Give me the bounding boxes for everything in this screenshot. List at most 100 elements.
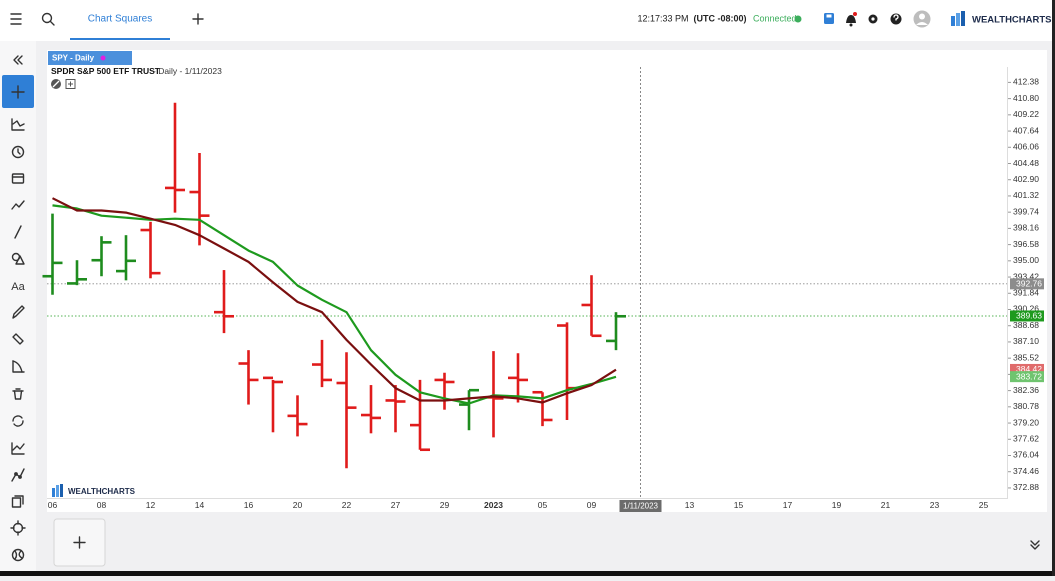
y-tick-label: 374.46 xyxy=(1013,466,1039,476)
y-tick-label: 379.20 xyxy=(1013,417,1039,427)
search-icon[interactable] xyxy=(41,12,55,26)
x-tick-label: 19 xyxy=(832,500,842,510)
y-tick-label: 406.06 xyxy=(1013,142,1039,152)
add-tab[interactable] xyxy=(192,13,204,25)
indicators-tool[interactable] xyxy=(11,118,25,131)
ruler-tool[interactable] xyxy=(12,333,24,345)
status-dot xyxy=(794,15,802,23)
moving-average-line xyxy=(52,197,617,404)
save-icon[interactable] xyxy=(824,13,834,24)
chart-controls[interactable] xyxy=(51,79,76,89)
new-chart-icon xyxy=(73,536,86,549)
price-tag-label: 389.63 xyxy=(1016,311,1042,321)
globe-tool[interactable] xyxy=(11,548,25,562)
x-tick-label: 13 xyxy=(685,500,695,510)
y-tick-label: 412.38 xyxy=(1013,77,1039,87)
y-tick-label: 387.10 xyxy=(1013,336,1039,346)
text-tool[interactable]: Aa xyxy=(11,281,25,293)
x-tick-label: 27 xyxy=(391,500,401,510)
chart-subtitle: - Daily - 1/11/2023 xyxy=(153,66,222,76)
tab-underline xyxy=(70,38,170,40)
x-tick-label: 23 xyxy=(930,500,940,510)
clock: 12:17:33 PM xyxy=(637,13,688,23)
help-icon[interactable] xyxy=(890,13,902,25)
alerts-icon[interactable] xyxy=(846,12,857,27)
y-tick-label: 396.58 xyxy=(1013,239,1039,249)
logo-mark xyxy=(951,11,965,26)
top-bar xyxy=(0,0,1055,41)
x-tick-label: 08 xyxy=(97,500,107,510)
trend-tool[interactable] xyxy=(11,200,25,210)
y-tick-label: 402.90 xyxy=(1013,174,1039,184)
x-tick-label: 2023 xyxy=(484,500,503,510)
menu-icon[interactable] xyxy=(10,13,22,25)
left-toolbar xyxy=(0,41,36,571)
timezone: (UTC -08:00) xyxy=(693,13,746,23)
scatter-tool[interactable] xyxy=(11,468,25,482)
y-tick-label: 388.68 xyxy=(1013,320,1039,330)
x-tick-label: 05 xyxy=(538,500,548,510)
right-edge xyxy=(1052,0,1055,576)
y-tick-label: 390.26 xyxy=(1013,304,1039,314)
price-tag-label: 384.42 xyxy=(1016,364,1042,374)
price-tag xyxy=(1010,278,1044,290)
y-tick-label: 399.74 xyxy=(1013,206,1039,216)
expand-icon[interactable] xyxy=(1030,540,1040,550)
collapse-icon[interactable] xyxy=(13,55,23,65)
x-tick-label: 15 xyxy=(734,500,744,510)
x-tick-label: 16 xyxy=(244,500,254,510)
calendar-tool[interactable] xyxy=(11,173,25,184)
y-tick-label: 404.48 xyxy=(1013,158,1039,168)
y-tick-label: 398.16 xyxy=(1013,223,1039,233)
y-tick-label: 409.22 xyxy=(1013,109,1039,119)
line-tool[interactable] xyxy=(14,225,22,239)
connection-status: Connected xyxy=(753,13,797,23)
y-tick-label: 382.36 xyxy=(1013,385,1039,395)
sync-tool[interactable] xyxy=(12,415,24,427)
time-tool[interactable] xyxy=(11,145,25,159)
crosshair-date: 1/11/2023 xyxy=(623,502,659,511)
y-tick-label: 407.64 xyxy=(1013,125,1039,135)
compare-tool[interactable] xyxy=(11,442,25,455)
bottom-edge xyxy=(0,571,1055,576)
layouts-tool[interactable] xyxy=(11,495,24,508)
crosshair-tool[interactable] xyxy=(10,520,26,536)
price-tag-label: 392.76 xyxy=(1016,279,1042,289)
measure-tool[interactable] xyxy=(12,360,25,373)
delete-tool[interactable] xyxy=(12,388,24,400)
badge-dot xyxy=(100,55,106,61)
shapes-tool[interactable] xyxy=(11,252,25,265)
y-tick-label: 372.88 xyxy=(1013,482,1039,492)
price-tag-label: 383.72 xyxy=(1016,371,1042,381)
watermark-logo xyxy=(52,484,63,497)
logo-text: WEALTHCHARTS xyxy=(972,15,1052,26)
symbol-badge-text: SPY - Daily xyxy=(52,54,95,63)
price-tag xyxy=(1010,371,1044,383)
x-tick-label: 14 xyxy=(195,500,205,510)
settings-icon[interactable] xyxy=(868,14,878,24)
x-tick-label: 25 xyxy=(979,500,989,510)
y-tick-label: 380.78 xyxy=(1013,401,1039,411)
y-tick-label: 401.32 xyxy=(1013,190,1039,200)
chart-title: SPDR S&P 500 ETF TRUST xyxy=(51,66,161,76)
price-axis xyxy=(1008,67,1045,512)
y-tick-label: 385.52 xyxy=(1013,352,1039,362)
chart-panel xyxy=(47,50,1047,512)
symbol-badge[interactable] xyxy=(48,51,132,65)
y-tick-label: 377.62 xyxy=(1013,434,1039,444)
x-tick-label: 17 xyxy=(783,500,793,510)
tab-title[interactable]: Chart Squares xyxy=(88,14,152,25)
x-tick-label: 29 xyxy=(440,500,450,510)
y-tick-label: 395.00 xyxy=(1013,255,1039,265)
price-tag xyxy=(1010,310,1044,322)
x-tick-label: 09 xyxy=(587,500,597,510)
watermark-text: WEALTHCHARTS xyxy=(68,487,136,496)
crosshair-date-tag xyxy=(619,500,662,512)
plot xyxy=(42,67,1007,498)
user-avatar[interactable] xyxy=(913,10,931,28)
pencil-tool[interactable] xyxy=(12,305,25,319)
moving-average-line xyxy=(52,204,617,405)
add-button-icon xyxy=(11,85,25,99)
x-tick-label: 22 xyxy=(342,500,352,510)
